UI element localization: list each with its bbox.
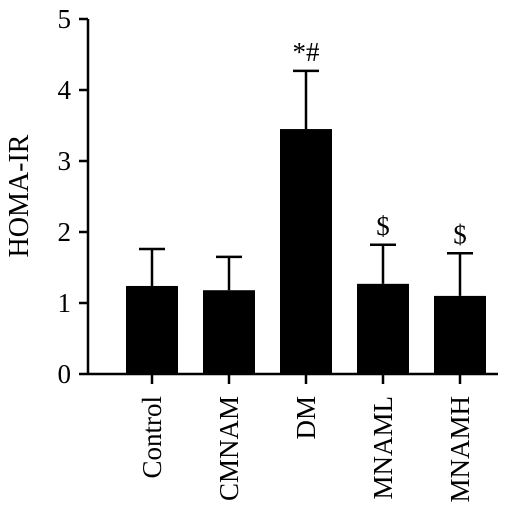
x-tick-label: MNAMH — [445, 396, 475, 503]
significance-label: *# — [293, 37, 321, 67]
y-tick-label: 0 — [58, 359, 72, 389]
y-tick-label: 2 — [58, 217, 72, 247]
significance-label: $ — [376, 211, 390, 241]
y-tick-label: 3 — [58, 146, 72, 176]
y-tick-label: 4 — [58, 75, 72, 105]
y-tick-label: 1 — [58, 288, 72, 318]
y-axis-title: HOMA-IR — [4, 134, 35, 257]
bar — [280, 129, 332, 374]
x-tick-label: Control — [137, 396, 167, 479]
bar — [434, 295, 486, 374]
bar — [203, 290, 255, 374]
x-tick-label: MNAML — [368, 396, 398, 500]
bar — [126, 285, 178, 374]
bar — [357, 283, 409, 374]
x-tick-label: DM — [291, 396, 321, 440]
y-tick-label: 5 — [58, 4, 72, 34]
x-tick-label: CMNAM — [214, 396, 244, 501]
chart-marks: 0 1 2 3 4 5 Control CMNAM DM *# MNAML $ MNAMH $ — [58, 4, 498, 503]
significance-label: $ — [453, 219, 467, 249]
